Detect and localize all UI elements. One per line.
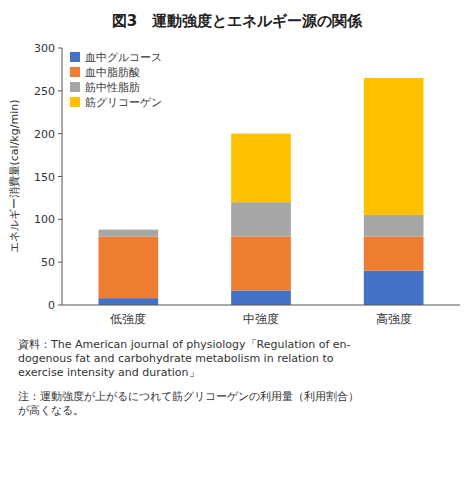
y-tick-label: 0 xyxy=(48,299,55,312)
bar-segment xyxy=(231,134,291,203)
y-tick-label: 200 xyxy=(34,128,55,141)
y-tick xyxy=(58,305,62,306)
legend-swatch xyxy=(70,67,80,77)
x-tick-label: 中強度 xyxy=(243,312,279,326)
x-tick-label: 高強度 xyxy=(376,312,412,326)
bar-segment xyxy=(231,290,291,305)
bar-segment xyxy=(364,271,424,305)
legend-swatch xyxy=(70,97,80,107)
x-tick-label: 低強度 xyxy=(110,312,146,326)
y-tick-label: 300 xyxy=(34,42,55,55)
y-tick-label: 50 xyxy=(41,256,55,269)
bar-segment xyxy=(98,236,158,298)
y-tick xyxy=(58,262,62,263)
legend-label: 筋中性脂肪 xyxy=(85,81,140,94)
bar-segment xyxy=(364,215,424,236)
y-tick-label: 100 xyxy=(34,213,55,226)
legend-label: 血中脂肪酸 xyxy=(85,66,140,79)
y-tick xyxy=(58,219,62,220)
title: 図3 運動強度とエネルギー源の関係 xyxy=(112,12,363,30)
bar-segment xyxy=(364,78,424,215)
y-tick xyxy=(58,48,62,49)
bar-segment xyxy=(98,229,158,230)
legend-label: 筋グリコーゲン xyxy=(85,96,162,109)
legend: 血中グルコース血中脂肪酸筋中性脂肪筋グリコーゲン xyxy=(70,51,162,109)
bar-segment xyxy=(231,202,291,236)
y-axis-label: エネルギー消費量(cal/kg/min) xyxy=(8,100,21,254)
bar-segment xyxy=(364,236,424,270)
y-axis xyxy=(62,48,63,305)
bar-segment xyxy=(98,230,158,237)
bars xyxy=(98,78,423,305)
legend-swatch xyxy=(70,82,80,92)
legend-swatch xyxy=(70,52,80,62)
footnote: 資料：The American journal of physiology「Re… xyxy=(18,338,351,379)
footnote: 注：運動強度が上がるにつれて筋グリコーゲンの利用量（利用割合）が高くなる。 xyxy=(18,390,359,417)
x-axis xyxy=(62,305,460,306)
chart: 図3 運動強度とエネルギー源の関係 0 50 100 150 200 250 300 エネルギー… xyxy=(0,0,474,478)
y-tick xyxy=(58,176,62,177)
bar-segment xyxy=(98,298,158,305)
y-tick-label: 150 xyxy=(34,171,55,184)
y-tick-label: 250 xyxy=(34,85,55,98)
y-tick xyxy=(58,133,62,134)
y-tick xyxy=(58,90,62,91)
legend-label: 血中グルコース xyxy=(85,51,162,64)
bar-segment xyxy=(231,236,291,290)
